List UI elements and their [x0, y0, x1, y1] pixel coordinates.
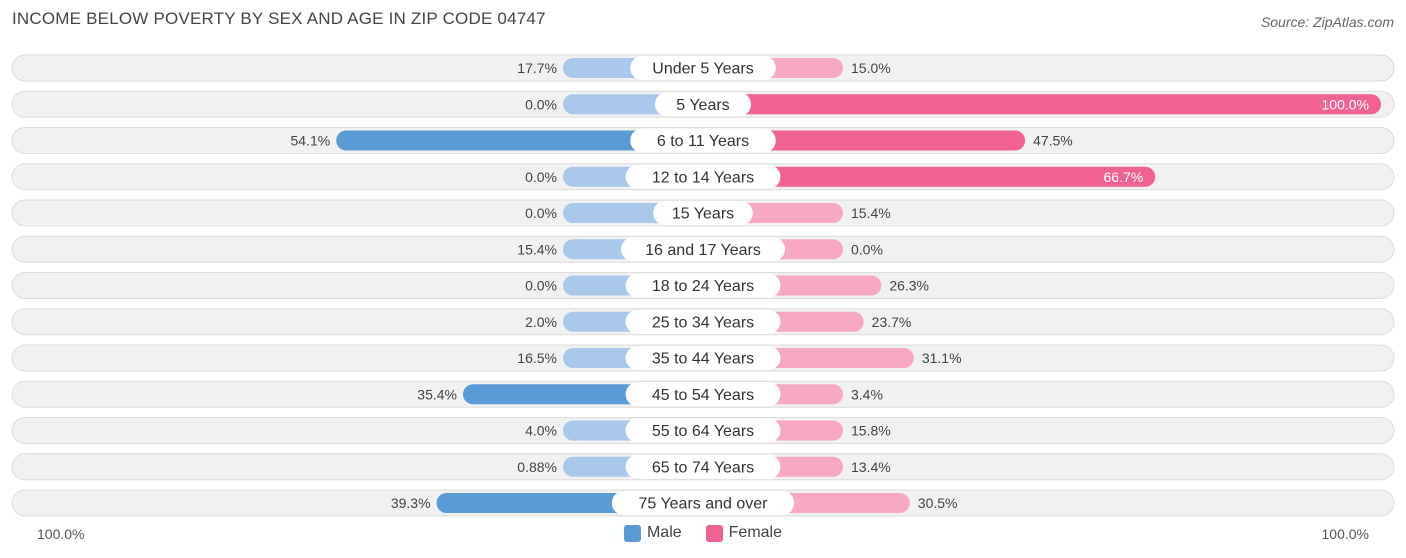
value-label-female: 100.0% [1322, 96, 1369, 112]
value-label-female: 15.0% [851, 60, 891, 76]
value-label-male: 0.88% [517, 459, 557, 475]
chart-row: 65 to 74 Years 0.88% 13.4% [11, 453, 1395, 481]
chart-row: 6 to 11 Years 54.1% 47.5% [11, 127, 1395, 154]
category-label-background [653, 201, 753, 225]
category-label-background [625, 164, 781, 189]
chart-row: 18 to 24 Years 0.0% 26.3% [11, 272, 1395, 299]
category-label: 16 and 17 Years [645, 242, 761, 259]
value-label-male: 15.4% [517, 241, 557, 257]
category-label-background [625, 273, 781, 298]
value-label-female: 30.5% [918, 495, 958, 511]
legend-swatch-female [705, 524, 723, 542]
value-label-female: 15.8% [851, 423, 891, 439]
value-label-female: 66.7% [1104, 169, 1144, 185]
category-label: 6 to 11 Years [657, 133, 749, 150]
legend: Male Female [0, 524, 1406, 542]
category-label-background [621, 237, 785, 262]
category-label-background [625, 454, 781, 479]
category-label-background [655, 92, 751, 117]
legend-item-female: Female [705, 524, 783, 542]
legend-item-male: Male [623, 524, 682, 542]
value-label-male: 17.7% [517, 60, 557, 76]
value-label-male: 39.3% [391, 495, 431, 511]
chart-row: 25 to 34 Years 2.0% 23.7% [11, 308, 1395, 336]
category-label: 15 Years [672, 206, 734, 223]
category-label-background [630, 128, 776, 153]
chart-row: 5 Years 0.0% 100.0% [11, 90, 1395, 118]
category-label: 35 to 44 Years [652, 351, 754, 368]
chart-title: INCOME BELOW POVERTY BY SEX AND AGE IN Z… [12, 9, 546, 28]
category-label: 55 to 64 Years [652, 423, 754, 440]
value-label-male: 35.4% [417, 386, 457, 402]
value-label-male: 0.0% [525, 278, 557, 294]
value-label-female: 13.4% [851, 459, 891, 475]
category-label: 18 to 24 Years [652, 278, 754, 295]
value-label-male: 2.0% [525, 314, 557, 330]
category-label: 25 to 34 Years [652, 314, 754, 331]
category-label: 75 Years and over [639, 496, 769, 513]
value-label-female: 23.7% [872, 314, 912, 330]
bar-female [703, 94, 1381, 115]
chart-row: Under 5 Years 17.7% 15.0% [11, 54, 1395, 82]
chart-row: 12 to 14 Years 0.0% 66.7% [11, 163, 1395, 191]
bar-male [336, 130, 703, 151]
value-label-female: 0.0% [851, 241, 883, 257]
value-label-male: 54.1% [290, 133, 330, 149]
legend-swatch-male [623, 524, 641, 542]
legend-label-male: Male [646, 524, 682, 541]
chart-row: 15 Years 0.0% 15.4% [11, 199, 1395, 227]
value-label-male: 16.5% [517, 350, 557, 366]
value-label-male: 0.0% [525, 169, 557, 185]
category-label: 45 to 54 Years [652, 387, 754, 404]
value-label-female: 47.5% [1033, 133, 1073, 149]
value-label-male: 4.0% [525, 423, 557, 439]
legend-label-female: Female [728, 524, 783, 541]
value-label-female: 26.3% [889, 278, 929, 294]
chart-row: 35 to 44 Years 16.5% 31.1% [11, 344, 1395, 372]
category-label-background [625, 346, 781, 370]
bar-female [703, 130, 1026, 151]
value-label-female: 31.1% [922, 350, 962, 366]
chart-row: 45 to 54 Years 35.4% 3.4% [11, 380, 1395, 408]
axis-left-max-label: 100.0% [37, 526, 85, 542]
value-label-female: 3.4% [851, 386, 883, 402]
category-label: Under 5 Years [652, 61, 753, 78]
axis-right-max-label: 100.0% [1321, 526, 1369, 542]
category-label-background [611, 491, 795, 515]
value-label-male: 0.0% [525, 205, 557, 221]
diverging-bar-chart: Under 5 Years 17.7% 15.0% 5 Years 0.0% 100.0%… [11, 54, 1395, 517]
chart-row: 55 to 64 Years 4.0% 15.8% [11, 417, 1395, 444]
category-label-background [625, 309, 781, 334]
bar-female [703, 166, 1156, 187]
category-label: 12 to 14 Years [652, 169, 754, 186]
value-label-female: 15.4% [851, 205, 891, 221]
chart-row: 16 and 17 Years 15.4% 0.0% [11, 235, 1395, 263]
category-label-background [625, 418, 781, 443]
category-label-background [625, 382, 781, 407]
category-label-background [630, 56, 776, 80]
category-label: 65 to 74 Years [652, 459, 754, 476]
source-credit: Source: ZipAtlas.com [1260, 14, 1394, 30]
chart-row: 75 Years and over 39.3% 30.5% [11, 489, 1395, 517]
value-label-male: 0.0% [525, 96, 557, 112]
category-label: 5 Years [676, 97, 729, 114]
